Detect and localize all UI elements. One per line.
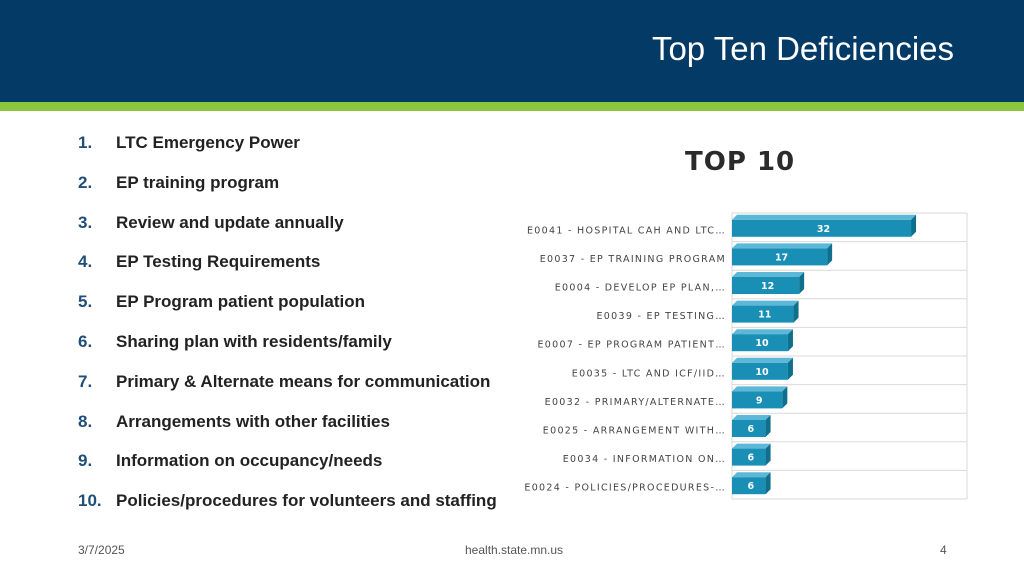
category-label: E0007 - EP PROGRAM PATIENT… xyxy=(538,340,727,351)
list-item: 7. Primary & Alternate means for communic… xyxy=(78,372,497,412)
category-label: E0032 - PRIMARY/ALTERNATE… xyxy=(545,397,726,408)
bar xyxy=(732,277,800,294)
list-item: 10. Policies/procedures for volunteers an… xyxy=(78,491,497,531)
list-item-number: 9. xyxy=(78,451,93,471)
slide-title: Top Ten Deficiencies xyxy=(651,30,954,67)
bar-side xyxy=(787,329,793,352)
category-label: E0035 - LTC AND ICF/IID… xyxy=(572,368,726,379)
bar xyxy=(732,334,788,352)
category-label: E0024 - POLICIES/PROCEDURES-… xyxy=(524,483,726,494)
data-label: 10 xyxy=(755,367,769,378)
list-item: 1. LTC Emergency Power xyxy=(78,133,497,173)
list-item-text: Review and update annually xyxy=(116,212,344,232)
data-label: 10 xyxy=(755,338,769,349)
bar-side xyxy=(782,386,788,409)
data-label: 11 xyxy=(758,310,771,321)
bar-top xyxy=(732,272,805,277)
list-item-number: 6. xyxy=(78,331,93,351)
chart-title: TOP 10 xyxy=(685,147,796,177)
bar-side xyxy=(765,415,771,437)
list-item-text: Sharing plan with residents/family xyxy=(116,331,392,351)
bar-top xyxy=(732,243,833,249)
list-item-text: EP training program xyxy=(116,172,280,192)
bar xyxy=(732,448,766,466)
footer-site: health.state.mn.us xyxy=(465,543,564,557)
list-item: 8. Arrangements with other facilities xyxy=(78,412,497,452)
bar xyxy=(732,477,766,495)
list-item-text: EP Testing Requirements xyxy=(116,252,321,272)
data-label: 9 xyxy=(756,395,763,406)
bar xyxy=(732,248,828,266)
bar-top xyxy=(732,300,799,306)
data-label: 6 xyxy=(747,481,754,492)
bar-side xyxy=(793,300,799,323)
bar-top xyxy=(732,443,771,449)
data-label: 6 xyxy=(747,424,754,435)
list-item: 5. EP Program patient population xyxy=(78,292,497,332)
list-item-number: 3. xyxy=(78,212,93,232)
data-label: 32 xyxy=(817,224,830,235)
header-stripe xyxy=(0,102,1024,111)
bar xyxy=(732,391,783,409)
list-item-text: Information on occupancy/needs xyxy=(116,451,383,471)
list-item: 3. Review and update annually xyxy=(78,213,497,253)
list-item-number: 5. xyxy=(78,292,93,312)
category-label: E0004 - DEVELOP EP PLAN,… xyxy=(555,283,726,294)
bar-side xyxy=(787,357,793,380)
bar-top xyxy=(732,357,793,363)
data-label: 12 xyxy=(761,281,774,292)
bar-top xyxy=(732,214,917,220)
list-item: 9. Information on occupancy/needs xyxy=(78,451,497,491)
bar-chart: 32 E0041 - HOSPITAL CAH AND LTC… 17 E0037 -… xyxy=(524,212,968,500)
bar-top xyxy=(732,472,771,478)
footer-page-number: 4 xyxy=(940,543,947,557)
bar xyxy=(732,305,794,323)
bar-top xyxy=(732,415,771,420)
list-item-text: Policies/procedures for volunteers and s… xyxy=(116,491,497,511)
list-item-number: 2. xyxy=(78,172,93,192)
bar-side xyxy=(765,443,771,466)
list-item: 4. EP Testing Requirements xyxy=(78,252,497,292)
bar-top xyxy=(732,329,793,335)
list-item-number: 4. xyxy=(78,252,93,272)
list-item-text: Arrangements with other facilities xyxy=(116,411,390,431)
bar-top xyxy=(732,386,788,392)
list-item-number: 1. xyxy=(78,133,93,152)
category-label: E0025 - ARRANGEMENT WITH… xyxy=(543,426,726,437)
data-label: 6 xyxy=(747,453,754,464)
category-label: E0039 - EP TESTING… xyxy=(596,311,726,322)
list-item-number: 8. xyxy=(78,411,93,431)
bar-side xyxy=(799,272,805,294)
category-label: E0037 - EP TRAINING PROGRAM xyxy=(540,254,726,265)
list-item: 2. EP training program xyxy=(78,173,497,213)
list-item-text: LTC Emergency Power xyxy=(116,133,300,152)
bar xyxy=(732,219,912,237)
category-label: E0041 - HOSPITAL CAH AND LTC… xyxy=(527,225,726,236)
header-banner xyxy=(0,0,1024,102)
list-item-text: EP Program patient population xyxy=(116,292,366,312)
bar-side xyxy=(765,472,771,495)
deficiency-list: 1. LTC Emergency Power 2. EP training prog… xyxy=(78,133,497,531)
list-item-number: 10. xyxy=(78,491,102,511)
data-label: 17 xyxy=(775,252,788,263)
bar xyxy=(732,420,766,437)
bar-side xyxy=(911,214,917,237)
bar xyxy=(732,362,788,380)
category-label: E0034 - INFORMATION ON… xyxy=(563,454,726,465)
list-item-number: 7. xyxy=(78,371,93,391)
bar-side xyxy=(827,243,833,266)
list-item-text: Primary & Alternate means for communicat… xyxy=(116,371,491,391)
list-item: 6. Sharing plan with residents/family xyxy=(78,332,497,372)
footer-date: 3/7/2025 xyxy=(78,543,125,557)
